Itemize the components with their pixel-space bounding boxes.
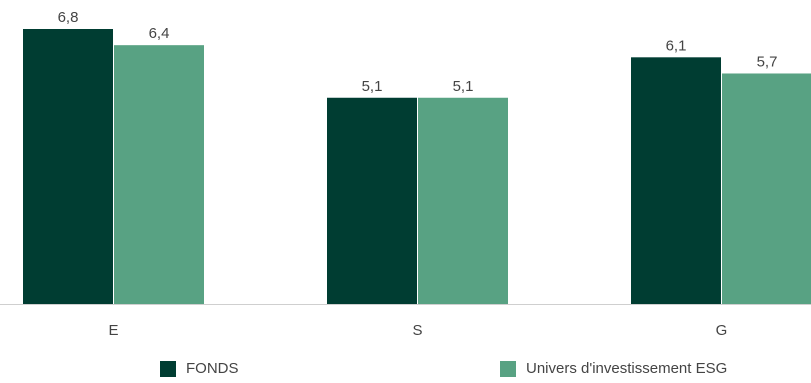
data-label-e-series-0: 6,8 <box>58 9 79 26</box>
bar-s-series-1 <box>418 97 508 304</box>
legend-label-univers: Univers d'investissement ESG <box>526 360 728 377</box>
data-label-g-series-0: 6,1 <box>666 37 687 54</box>
x-tick-label-e: E <box>108 322 118 339</box>
data-label-s-series-0: 5,1 <box>362 78 383 95</box>
x-tick-label-s: S <box>412 322 422 339</box>
x-tick-label-g: G <box>716 322 728 339</box>
data-label-g-series-1: 5,7 <box>757 53 778 70</box>
bar-e-series-0 <box>23 29 113 304</box>
legend-item-univers: Univers d'investissement ESG <box>500 360 727 377</box>
data-label-s-series-1: 5,1 <box>453 78 474 95</box>
bar-e-series-1 <box>114 45 204 304</box>
bar-g-series-0 <box>631 57 721 304</box>
bar-g-series-1 <box>722 73 811 304</box>
legend-swatch-univers <box>500 360 516 377</box>
bar-s-series-0 <box>327 97 417 304</box>
legend-swatch-fonds <box>160 360 176 377</box>
legend: FONDS Univers d'investissement ESG <box>0 360 811 382</box>
legend-label-fonds: FONDS <box>186 360 239 377</box>
legend-item-fonds: FONDS <box>160 360 239 377</box>
data-label-e-series-1: 6,4 <box>149 25 170 42</box>
